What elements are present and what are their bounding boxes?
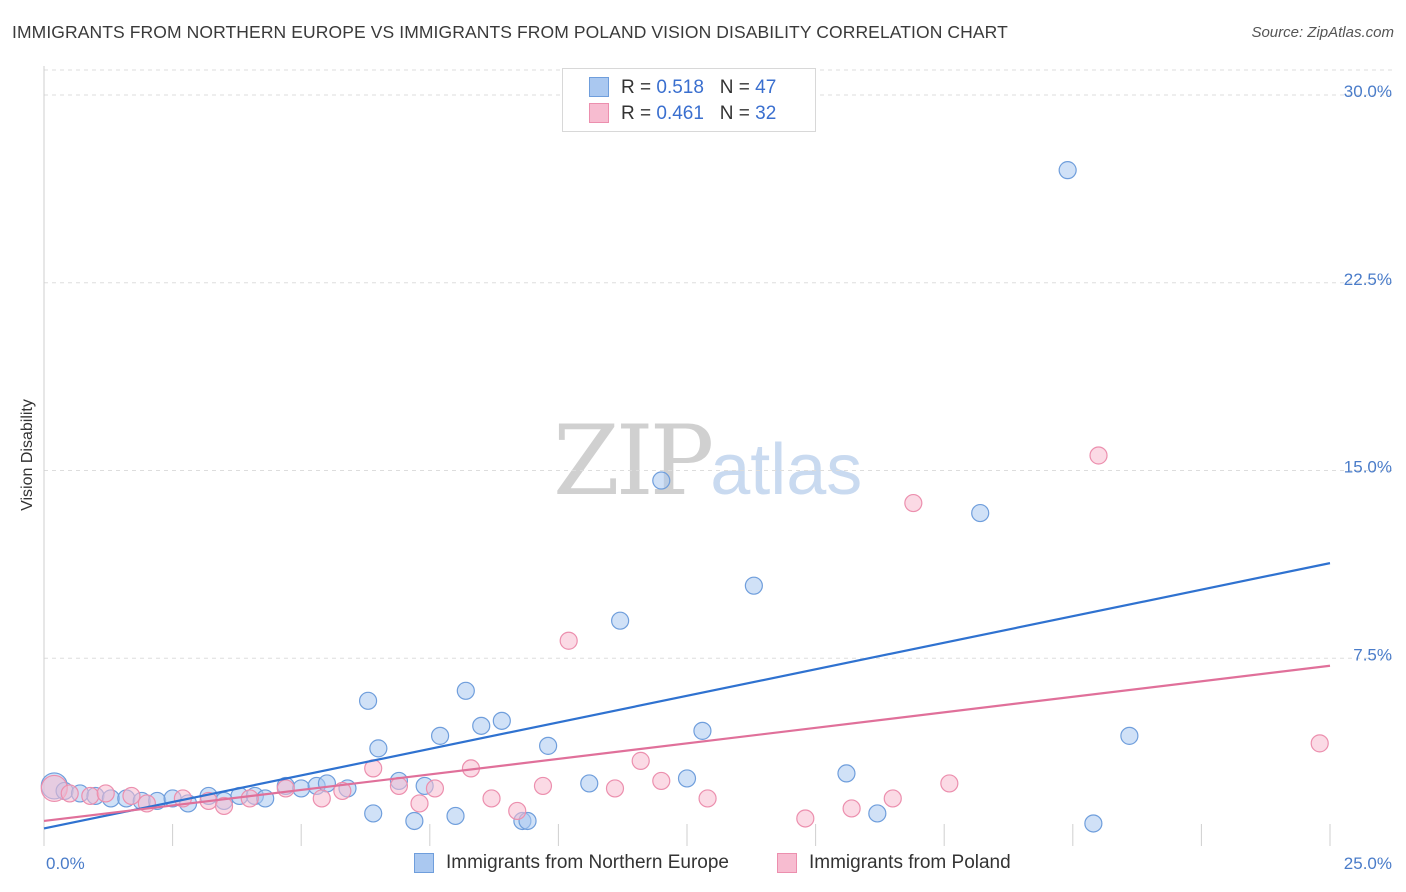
y-tick-label: 7.5% xyxy=(1353,645,1392,664)
watermark: ZIPatlas xyxy=(553,405,862,517)
point-northern-europe xyxy=(446,806,465,826)
point-poland xyxy=(698,789,717,808)
point-northern-europe xyxy=(611,611,630,630)
point-poland xyxy=(1089,446,1108,465)
x-tick-label: 25.0% xyxy=(1344,854,1392,873)
bottom-legend-swatch-series2 xyxy=(777,853,797,873)
point-poland xyxy=(508,801,527,821)
point-poland xyxy=(605,779,625,798)
y-tick-label: 22.5% xyxy=(1344,270,1392,289)
point-poland xyxy=(482,789,501,808)
point-poland xyxy=(410,794,429,813)
point-poland xyxy=(631,751,650,770)
point-poland xyxy=(425,779,445,798)
point-poland xyxy=(559,631,578,650)
trendline-poland xyxy=(43,664,1331,823)
point-poland xyxy=(214,796,234,816)
point-poland xyxy=(240,789,259,808)
point-northern-europe xyxy=(430,726,450,745)
point-poland xyxy=(81,786,100,806)
bottom-legend-label-series2: Immigrants from Poland xyxy=(809,852,1011,873)
watermark-atlas: atlas xyxy=(710,430,863,510)
point-poland xyxy=(333,781,352,801)
y-tick-label: 30.0% xyxy=(1344,82,1392,101)
x-tick-label: 0.0% xyxy=(46,854,85,873)
legend-text-series2: R = 0.461 N = 32 xyxy=(621,103,777,124)
point-northern-europe xyxy=(472,716,491,735)
point-northern-europe xyxy=(358,691,378,710)
watermark-zip: ZIP xyxy=(553,405,714,517)
point-northern-europe xyxy=(744,576,763,595)
point-poland xyxy=(96,784,115,803)
legend-text-series1: R = 0.518 N = 47 xyxy=(621,77,777,98)
point-northern-europe xyxy=(317,774,337,793)
point-poland xyxy=(1310,734,1329,753)
point-northern-europe xyxy=(456,681,475,700)
point-poland xyxy=(389,776,409,796)
point-northern-europe xyxy=(652,471,671,490)
point-poland xyxy=(60,784,79,803)
legend-swatch-series2 xyxy=(589,103,609,123)
point-northern-europe xyxy=(971,503,990,523)
point-poland xyxy=(276,779,295,798)
bottom-legend-label-series1: Immigrants from Northern Europe xyxy=(446,852,729,873)
point-poland xyxy=(883,789,902,808)
trendline-northern-europe xyxy=(43,562,1331,830)
point-northern-europe xyxy=(364,804,383,823)
point-northern-europe xyxy=(405,811,424,831)
point-northern-europe xyxy=(1058,161,1077,180)
point-poland xyxy=(940,774,959,793)
point-northern-europe xyxy=(369,739,388,758)
point-northern-europe xyxy=(1084,814,1103,833)
point-poland xyxy=(842,799,861,818)
point-northern-europe xyxy=(693,721,712,740)
chart-title: IMMIGRANTS FROM NORTHERN EUROPE VS IMMIG… xyxy=(12,22,1008,42)
point-poland xyxy=(904,493,923,513)
point-poland xyxy=(796,809,815,828)
point-northern-europe xyxy=(837,764,856,783)
legend-swatch-series1 xyxy=(589,77,609,97)
legend: R = 0.518 N = 47 R = 0.461 N = 32 xyxy=(562,68,816,132)
point-poland xyxy=(312,789,331,808)
point-poland xyxy=(122,786,141,806)
point-poland xyxy=(533,776,553,796)
y-tick-label: 15.0% xyxy=(1344,458,1392,477)
point-northern-europe xyxy=(868,804,887,823)
bottom-legend-swatch-series1 xyxy=(414,853,434,873)
point-northern-europe xyxy=(580,774,599,793)
point-northern-europe xyxy=(677,769,697,788)
source-label: Source: ZipAtlas.com xyxy=(1251,24,1394,41)
point-northern-europe xyxy=(1120,726,1139,745)
point-northern-europe xyxy=(492,711,511,730)
point-poland xyxy=(652,771,671,791)
point-northern-europe xyxy=(539,736,558,755)
